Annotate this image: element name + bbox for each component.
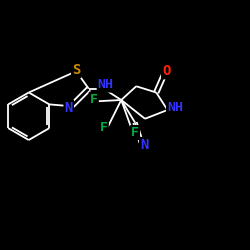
Text: NH: NH [167, 101, 183, 114]
Text: NH: NH [98, 78, 114, 92]
Text: S: S [72, 63, 80, 77]
Text: F: F [90, 93, 98, 106]
Text: F: F [131, 126, 139, 139]
Text: O: O [162, 64, 170, 78]
Text: N: N [64, 100, 73, 114]
Text: N: N [140, 138, 148, 152]
Text: F: F [100, 121, 108, 134]
